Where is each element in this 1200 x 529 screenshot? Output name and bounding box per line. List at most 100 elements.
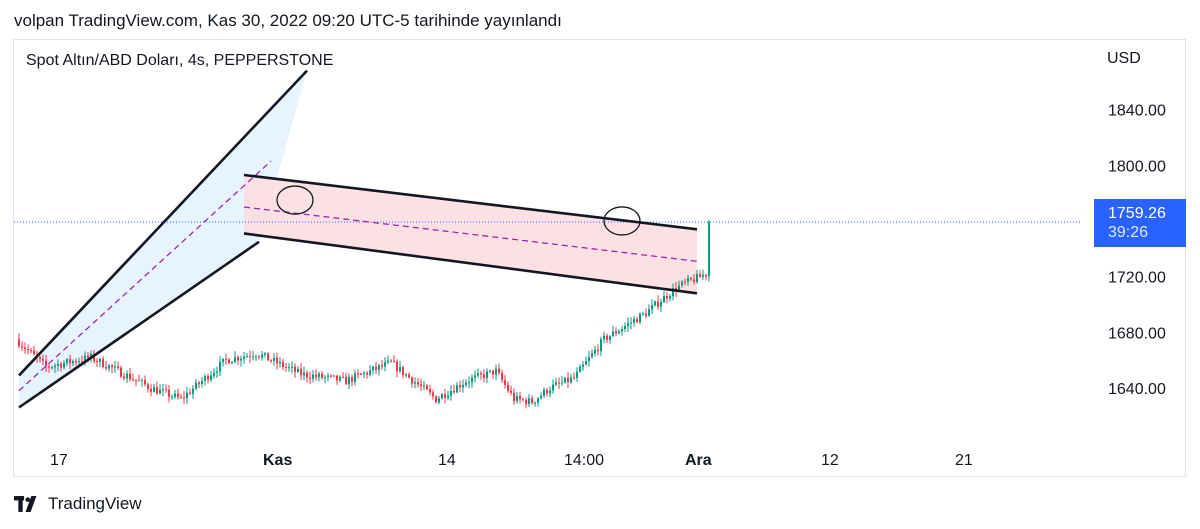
last-price-value: 1759.26	[1108, 205, 1166, 222]
candle-body	[303, 372, 305, 376]
candle-body	[315, 374, 317, 377]
candle-body	[252, 356, 254, 358]
candle-body	[591, 353, 593, 358]
candle-body	[432, 392, 434, 397]
candle-body	[309, 377, 311, 379]
candle-body	[333, 375, 335, 377]
candle-body	[213, 372, 215, 376]
candle-body	[576, 371, 578, 378]
candle-body	[381, 365, 383, 367]
ascending-channel-upper-line	[18, 69, 308, 377]
candle-body	[453, 390, 455, 393]
candle-body	[474, 375, 476, 378]
candle-body	[147, 384, 149, 389]
candle-body	[519, 395, 521, 400]
x-tick-label: 17	[50, 452, 68, 469]
candle-body	[207, 376, 209, 380]
x-tick-label: Kas	[263, 452, 292, 469]
candle-body	[273, 357, 275, 361]
candle-body	[318, 373, 320, 377]
candle-body	[387, 360, 389, 363]
candle-body	[567, 377, 569, 383]
candle-body	[30, 350, 32, 352]
candle-body	[477, 373, 479, 376]
candle-body	[135, 379, 137, 381]
candle-body	[186, 392, 188, 399]
candle-body	[684, 281, 686, 283]
candle-body	[534, 402, 536, 404]
candle-body	[618, 331, 620, 334]
candle-body	[666, 296, 668, 299]
candle-body	[642, 313, 644, 315]
candle-body	[462, 384, 464, 388]
candle-body	[48, 366, 50, 368]
candle-body	[687, 278, 689, 282]
candle-body	[612, 331, 614, 337]
candle-body	[189, 392, 191, 394]
candle-body	[306, 372, 308, 378]
candle-body	[363, 372, 365, 375]
candle-body	[627, 323, 629, 326]
descending-channel-midline	[243, 206, 698, 262]
candle-body	[348, 377, 350, 385]
candle-body	[537, 398, 539, 403]
candle-body	[162, 389, 164, 391]
candle-body	[243, 356, 245, 359]
candle-body	[42, 358, 44, 361]
candle-body	[678, 285, 680, 291]
candle-body	[420, 384, 422, 387]
candle-body	[645, 313, 647, 316]
candle-body	[438, 398, 440, 403]
candle-body	[87, 355, 89, 358]
candle-body	[126, 373, 128, 379]
candle-body	[486, 371, 488, 378]
candle-body	[339, 376, 341, 381]
candle-body	[552, 384, 554, 391]
candle-body	[279, 361, 281, 364]
candle-body	[240, 358, 242, 361]
candle-body	[261, 354, 263, 358]
candle-body	[69, 359, 71, 364]
candle-body	[63, 363, 65, 368]
candle-body	[24, 347, 26, 350]
candle-body	[594, 349, 596, 354]
candle-body	[579, 366, 581, 372]
candle-body	[600, 339, 602, 352]
candle-body	[93, 353, 95, 361]
symbol-title: Spot Altın/ABD Doları, 4s, PEPPERSTONE	[26, 52, 334, 69]
chart-frame[interactable]: 1840.00 1800.00 1720.00 1680.00 1640.00 17 Ka…	[13, 39, 1186, 477]
candle-body	[324, 377, 326, 379]
candle-body	[654, 301, 656, 306]
descending-channel-lower-line	[243, 232, 698, 295]
candlestick-chart[interactable]: 1840.00 1800.00 1720.00 1680.00 1640.00 17 Ka…	[14, 40, 1185, 476]
candle-body	[216, 371, 218, 373]
candle-body	[267, 353, 269, 361]
candle-body	[141, 380, 143, 382]
candle-body	[504, 380, 506, 385]
y-tick-label: 1680.00	[1108, 325, 1166, 342]
candle-body	[336, 375, 338, 381]
candle-body	[669, 296, 671, 299]
candle-body	[402, 367, 404, 376]
candle-body	[357, 373, 359, 375]
candle-body	[123, 376, 125, 379]
candle-body	[351, 377, 353, 382]
candle-body	[291, 366, 293, 368]
candle-body	[177, 393, 179, 397]
candle-body	[663, 296, 665, 303]
candle-body	[60, 364, 62, 368]
candle-body	[582, 364, 584, 367]
candle-body	[138, 380, 140, 382]
candle-body	[540, 395, 542, 399]
candle-body	[708, 221, 710, 277]
descending-channel-fill	[244, 175, 697, 294]
candle-body	[231, 362, 233, 364]
candle-body	[237, 357, 239, 361]
currency-label: USD	[1107, 50, 1141, 67]
candle-body	[102, 358, 104, 368]
candle-body	[114, 366, 116, 368]
candle-body	[531, 398, 533, 404]
candle-countdown: 39:26	[1108, 224, 1149, 241]
candle-body	[492, 370, 494, 375]
last-price-tag: 1759.26 39:26	[1094, 199, 1186, 247]
